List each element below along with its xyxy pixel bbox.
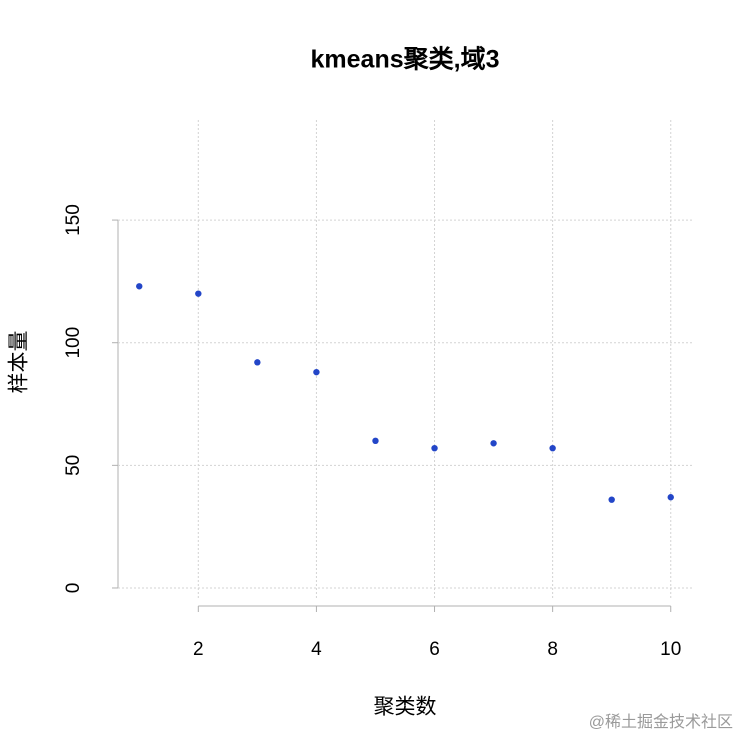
y-tick-label: 150 — [63, 204, 84, 236]
point — [136, 283, 143, 290]
point — [431, 444, 438, 452]
x-tick-label: 4 — [311, 639, 322, 660]
x-tick-label: 8 — [547, 639, 558, 660]
point — [490, 440, 497, 447]
point — [313, 368, 320, 376]
y-axis-label: 样本量 — [8, 331, 31, 394]
x-axis-label: 聚类数 — [374, 696, 437, 719]
watermark: @稀土掘金技术社区 — [589, 713, 733, 731]
x-tick-label: 2 — [193, 639, 204, 660]
point — [667, 494, 674, 501]
x-tick-label: 10 — [660, 639, 681, 660]
y-tick-label: 0 — [63, 583, 84, 594]
point — [254, 359, 261, 366]
point — [195, 290, 202, 297]
point — [549, 444, 556, 452]
point — [372, 437, 379, 445]
y-tick-label: 50 — [63, 455, 84, 476]
chart-title: kmeans聚类,域3 — [311, 46, 500, 74]
point — [608, 496, 615, 503]
y-tick-label: 100 — [63, 327, 84, 359]
x-tick-label: 6 — [429, 639, 440, 660]
